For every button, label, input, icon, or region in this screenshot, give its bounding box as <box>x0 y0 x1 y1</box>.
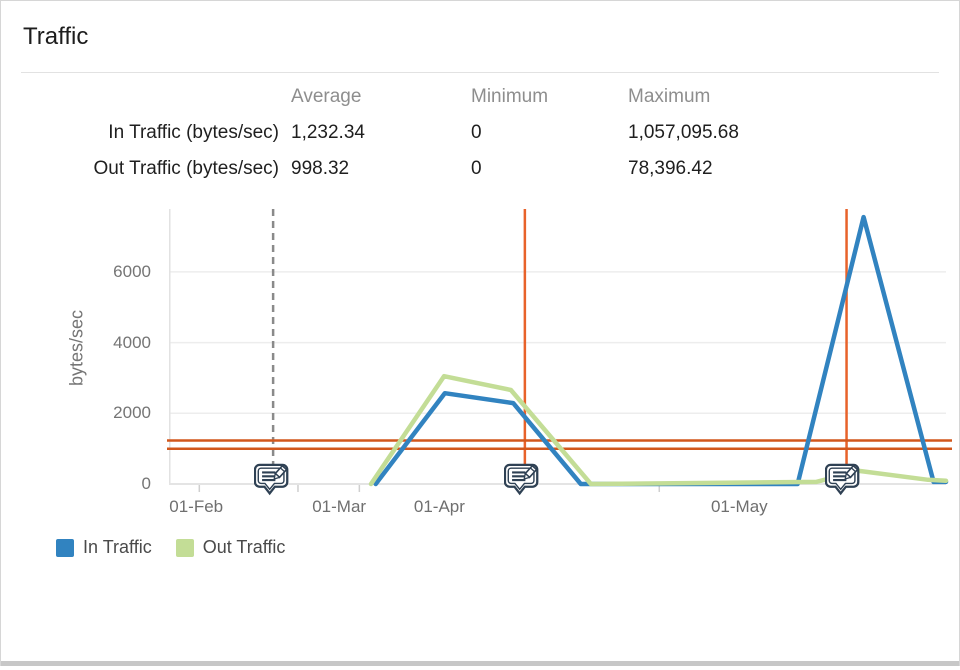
row-label-out-traffic: Out Traffic (bytes/sec) <box>93 158 279 179</box>
chart-legend: In Traffic Out Traffic <box>56 537 285 558</box>
note-edit-marker-icon[interactable] <box>254 461 292 502</box>
in-traffic-line <box>373 214 949 487</box>
page-title: Traffic <box>23 23 89 50</box>
out-traffic-maximum: 78,396.42 <box>628 158 713 179</box>
y-axis-tick-labels: 0 2000 4000 6000 <box>99 209 159 493</box>
column-header-minimum: Minimum <box>471 86 549 107</box>
title-divider <box>21 72 939 73</box>
x-tick-label: 01-Apr <box>413 497 465 516</box>
column-header-maximum: Maximum <box>628 86 711 107</box>
column-header-average: Average <box>291 86 362 107</box>
bottom-border-strip <box>1 661 959 666</box>
x-tick-label: 01-Feb <box>169 497 224 516</box>
y-tick-label: 6000 <box>113 261 151 281</box>
note-edit-marker-icon[interactable] <box>504 461 542 502</box>
row-label-in-traffic: In Traffic (bytes/sec) <box>108 122 279 143</box>
legend-label: Out Traffic <box>202 537 286 557</box>
x-tick-label: 01-May <box>710 497 768 516</box>
x-tick-label: 01-Mar <box>312 497 367 516</box>
stats-corner-cell <box>1 79 279 115</box>
legend-item-out-traffic[interactable]: Out Traffic <box>175 537 286 558</box>
out-traffic-line <box>368 373 949 487</box>
x-axis-tick-labels: 01-Feb 01-Mar 01-Apr 01-May <box>169 497 946 519</box>
legend-swatch-icon <box>175 538 194 557</box>
y-tick-label: 0 <box>141 474 151 493</box>
traffic-stats-table: Average Minimum Maximum In Traffic (byte… <box>1 79 816 187</box>
y-axis-title: bytes/sec <box>66 309 87 387</box>
out-traffic-minimum: 0 <box>471 158 482 179</box>
plot-canvas <box>167 209 952 492</box>
out-traffic-average: 998.32 <box>291 158 350 179</box>
in-traffic-maximum: 1,057,095.68 <box>628 122 739 143</box>
legend-item-in-traffic[interactable]: In Traffic <box>56 537 152 558</box>
y-tick-label: 2000 <box>113 403 151 423</box>
in-traffic-minimum: 0 <box>471 122 482 143</box>
in-traffic-average: 1,232.34 <box>291 122 365 143</box>
y-tick-label: 4000 <box>113 332 151 352</box>
note-edit-marker-icon[interactable] <box>825 461 863 502</box>
legend-swatch-icon <box>56 538 74 557</box>
traffic-line-chart <box>167 209 952 492</box>
legend-label: In Traffic <box>83 537 152 557</box>
